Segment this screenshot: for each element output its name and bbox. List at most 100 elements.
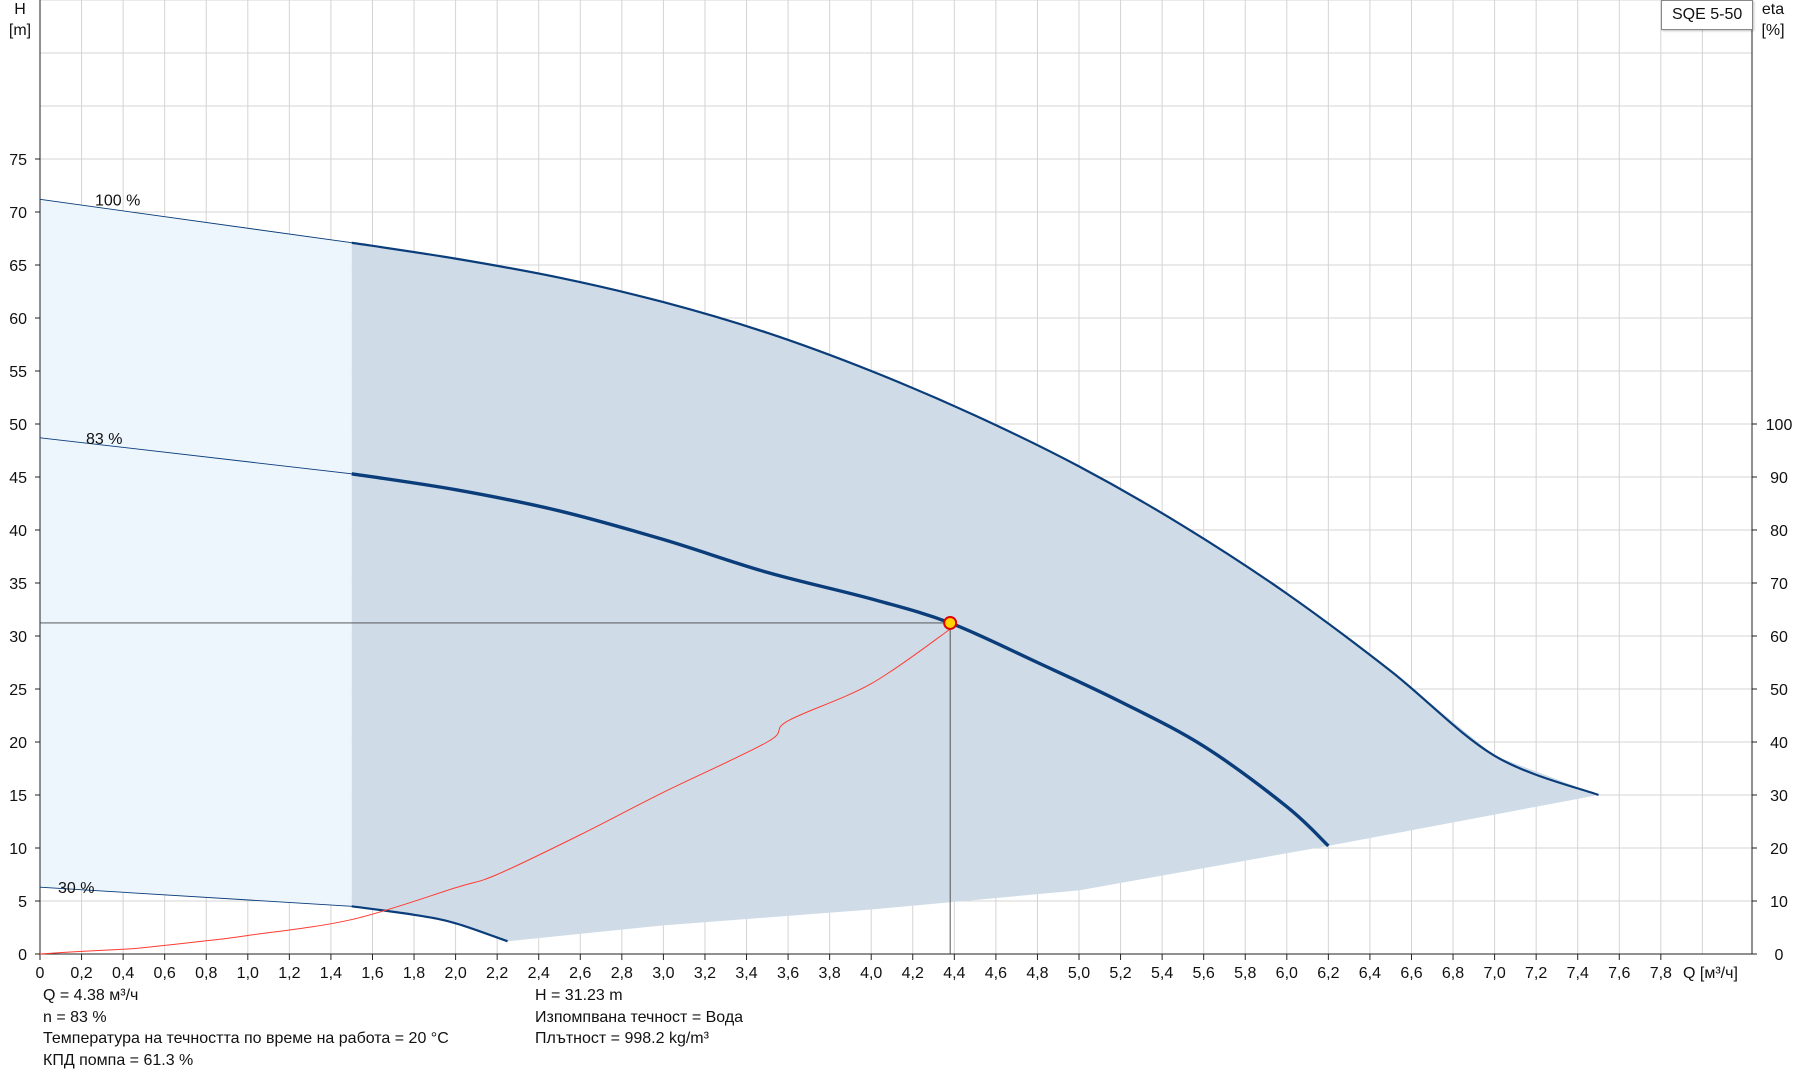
x-tick-label: 6,6 bbox=[1400, 965, 1422, 982]
curve-thin-30 bbox=[39, 886, 352, 907]
y-right-tick-label: 0 bbox=[1775, 947, 1784, 964]
y-left-tick-label: 60 bbox=[9, 311, 27, 328]
x-axis-title: Q [м³/ч] bbox=[1683, 965, 1738, 982]
x-tick-label: 0,8 bbox=[195, 965, 217, 982]
y-left-tick-label: 45 bbox=[9, 470, 27, 487]
x-tick-label: 5,8 bbox=[1234, 965, 1256, 982]
x-tick-label: 0,6 bbox=[154, 965, 176, 982]
curve-30 bbox=[351, 905, 508, 943]
x-tick-label: 3,2 bbox=[694, 965, 716, 982]
x-tick-label: 7,8 bbox=[1650, 965, 1672, 982]
x-tick-label: 1,8 bbox=[403, 965, 425, 982]
y-left-tick-label: 30 bbox=[9, 629, 27, 646]
area-low-flow bbox=[40, 199, 352, 907]
x-tick-label: 5,0 bbox=[1068, 965, 1090, 982]
y-left-tick-label: 40 bbox=[9, 523, 27, 540]
curve-label-100: 100 % bbox=[95, 192, 140, 209]
x-tick-label: 5,2 bbox=[1109, 965, 1131, 982]
liquid-value: Изпомпвана течност = Вода bbox=[535, 1008, 744, 1026]
y-axis-left-title-symbol: H bbox=[14, 1, 26, 18]
y-right-tick-label: 100 bbox=[1766, 417, 1793, 434]
x-tick-label: 2,4 bbox=[528, 965, 550, 982]
area-operating bbox=[351, 242, 1599, 942]
x-tick-label: 7,2 bbox=[1525, 965, 1547, 982]
series: 100 % 83 % 30 % bbox=[39, 192, 1599, 955]
x-tick-label: 6,2 bbox=[1317, 965, 1339, 982]
density-value: Плътност = 998.2 kg/m³ bbox=[535, 1030, 709, 1047]
x-tick-label: 3,6 bbox=[777, 965, 799, 982]
y-left-tick-label: 0 bbox=[18, 947, 27, 964]
x-tick-label: 1,4 bbox=[320, 965, 342, 982]
y-left-tick-label: 65 bbox=[9, 258, 27, 275]
y-right-tick-label: 90 bbox=[1770, 470, 1788, 487]
x-tick-label: 6,0 bbox=[1276, 965, 1298, 982]
curve-label-83: 83 % bbox=[86, 431, 122, 448]
x-tick-label: 1,0 bbox=[237, 965, 259, 982]
y-right-tick-label: 70 bbox=[1770, 576, 1788, 593]
y-left-tick-label: 70 bbox=[9, 205, 27, 222]
x-tick-label: 2,2 bbox=[486, 965, 508, 982]
x-tick-label: 7,4 bbox=[1567, 965, 1589, 982]
y-right-tick-label: 60 bbox=[1770, 629, 1788, 646]
x-tick-label: 6,4 bbox=[1359, 965, 1381, 982]
y-left-tick-label: 10 bbox=[9, 841, 27, 858]
x-tick-label: 4,0 bbox=[860, 965, 882, 982]
curve-thin-100 bbox=[39, 198, 352, 244]
x-tick-label: 4,8 bbox=[1026, 965, 1048, 982]
y-right-tick-label: 10 bbox=[1770, 894, 1788, 911]
x-tick-label: 3,0 bbox=[652, 965, 674, 982]
info-left-block: Q = 4.38 м³/ч n = 83 % Температура на те… bbox=[43, 985, 449, 1071]
y-axis-right-title-symbol: eta bbox=[1762, 1, 1784, 18]
flow-value: Q = 4.38 м³/ч bbox=[43, 987, 139, 1004]
x-tick-label: 2,6 bbox=[569, 965, 591, 982]
head-value: H = 31.23 m bbox=[535, 987, 623, 1004]
temperature-value: Температура на течността по време на раб… bbox=[43, 1030, 449, 1047]
x-tick-label: 3,8 bbox=[819, 965, 841, 982]
pump-model-label: SQE 5-50 bbox=[1661, 0, 1754, 30]
y-left-tick-label: 5 bbox=[18, 894, 27, 911]
axes bbox=[35, 0, 1757, 960]
curve-label-30: 30 % bbox=[58, 880, 94, 897]
x-tick-label: 1,2 bbox=[278, 965, 300, 982]
y-left-tick-label: 35 bbox=[9, 576, 27, 593]
op-marker bbox=[943, 615, 958, 630]
y-right-tick-label: 80 bbox=[1770, 523, 1788, 540]
curve-100 bbox=[351, 241, 1599, 797]
x-tick-label: 6,8 bbox=[1442, 965, 1464, 982]
curve-83 bbox=[351, 472, 1330, 848]
y-right-tick-label: 50 bbox=[1770, 682, 1788, 699]
curve-thin-83 bbox=[39, 437, 352, 475]
pump-curve-chart: 0 0,2 0,4 0,6 0,8 1,0 1,2 1,4 1,6 1,8 2,0 2,2 2,4 2,6… bbox=[9, 0, 1792, 982]
x-tick-label: 4,6 bbox=[985, 965, 1007, 982]
y-left-tick-label: 50 bbox=[9, 417, 27, 434]
x-tick-label: 4,4 bbox=[943, 965, 965, 982]
x-tick-label: 5,4 bbox=[1151, 965, 1173, 982]
efficiency-curve bbox=[39, 628, 951, 955]
y-left-tick-label: 15 bbox=[9, 788, 27, 805]
x-tick-label: 0 bbox=[36, 965, 45, 982]
y-right-tick-label: 30 bbox=[1770, 788, 1788, 805]
y-right-tick-label: 20 bbox=[1770, 841, 1788, 858]
x-tick-label: 0,4 bbox=[112, 965, 134, 982]
y-left-tick-label: 20 bbox=[9, 735, 27, 752]
operating-area bbox=[40, 199, 1599, 942]
x-tick-label: 1,6 bbox=[361, 965, 383, 982]
x-tick-label: 5,6 bbox=[1193, 965, 1215, 982]
x-tick-label: 4,2 bbox=[902, 965, 924, 982]
y-left-tick-label: 75 bbox=[9, 152, 27, 169]
tick-labels: 0 0,2 0,4 0,6 0,8 1,0 1,2 1,4 1,6 1,8 2,0 2,2 2,4 2,6… bbox=[9, 152, 1792, 982]
operating-point bbox=[40, 615, 958, 954]
x-tick-label: 2,0 bbox=[444, 965, 466, 982]
efficiency-value: КПД помпа = 61.3 % bbox=[43, 1051, 194, 1069]
x-tick-label: 2,8 bbox=[611, 965, 633, 982]
y-axis-right-title-unit: [%] bbox=[1761, 22, 1784, 39]
y-right-tick-label: 40 bbox=[1770, 735, 1788, 752]
y-left-tick-label: 25 bbox=[9, 682, 27, 699]
x-tick-label: 7,6 bbox=[1608, 965, 1630, 982]
info-right-block: H = 31.23 m Изпомпвана течност = Вода Пл… bbox=[535, 985, 743, 1050]
speed-value: n = 83 % bbox=[43, 1008, 107, 1026]
y-axis-left-title-unit: [m] bbox=[9, 22, 31, 39]
x-tick-label: 3,4 bbox=[735, 965, 757, 982]
x-tick-label: 0,2 bbox=[70, 965, 92, 982]
x-tick-label: 7,0 bbox=[1483, 965, 1505, 982]
